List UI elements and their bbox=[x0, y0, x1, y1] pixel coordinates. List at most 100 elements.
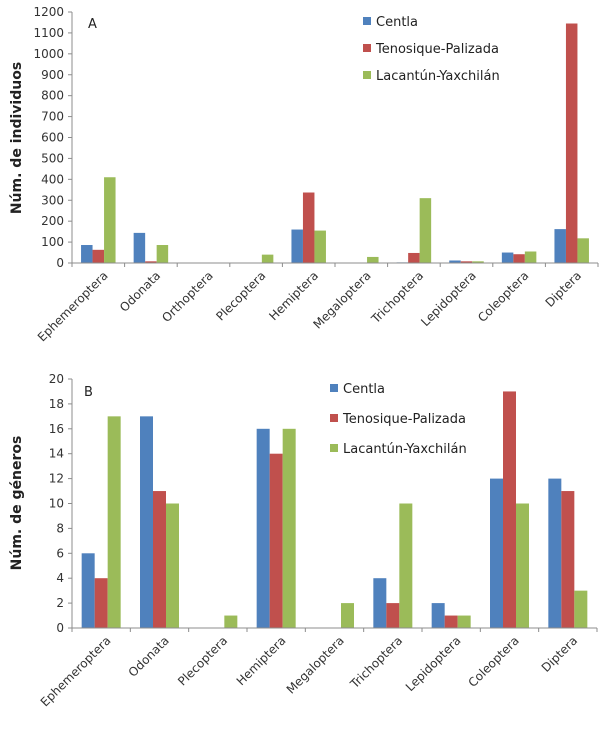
x-tick-label: Ephemeroptera bbox=[35, 268, 111, 344]
y-tick-label: 1200 bbox=[33, 5, 64, 19]
y-tick-label: 400 bbox=[41, 172, 64, 186]
bar-tenosique-palizada-odonata bbox=[145, 261, 157, 263]
chart-b-bars bbox=[81, 391, 588, 628]
y-tick-label: 600 bbox=[41, 131, 64, 145]
bar-lacant-n-yaxchil-n-megaloptera bbox=[367, 256, 379, 263]
bar-lacant-n-yaxchil-n-plecoptera bbox=[261, 254, 274, 263]
legend-label: Tenosique-Palizada bbox=[342, 412, 466, 427]
y-tick-label: 300 bbox=[41, 193, 64, 207]
y-tick-label: 700 bbox=[41, 110, 64, 124]
bar-tenosique-palizada-lepidoptera bbox=[460, 261, 473, 263]
bar-centla-trichoptera bbox=[373, 578, 387, 628]
legend-item: Centla bbox=[363, 15, 418, 30]
y-tick-label: 200 bbox=[41, 214, 64, 228]
y-tick-label: 6 bbox=[56, 546, 64, 560]
bar-centla-hemiptera bbox=[256, 428, 270, 628]
legend-swatch bbox=[363, 17, 371, 25]
chart-a-bars bbox=[81, 23, 589, 264]
chart-b-panel-letter: B bbox=[84, 385, 93, 400]
y-tick-label: 12 bbox=[49, 472, 64, 486]
bar-tenosique-palizada-coleoptera bbox=[503, 391, 516, 628]
y-tick-label: 1000 bbox=[33, 47, 64, 61]
bar-lacant-n-yaxchil-n-hemiptera bbox=[282, 428, 296, 628]
bar-tenosique-palizada-lepidoptera bbox=[444, 615, 458, 628]
legend-item: Lacantún-Yaxchilán bbox=[363, 69, 500, 84]
chart-a-y-axis: 0 100 200 300 400 500 600 700 800 900 1000 1100 1200 bbox=[33, 5, 73, 270]
y-tick-label: 14 bbox=[49, 447, 64, 461]
bar-tenosique-palizada-hemiptera bbox=[302, 192, 315, 263]
bar-tenosique-palizada-trichoptera bbox=[408, 252, 420, 263]
legend-label: Lacantún-Yaxchilán bbox=[376, 69, 500, 84]
legend-swatch bbox=[363, 71, 371, 79]
bar-centla-ephemeroptera bbox=[81, 553, 95, 628]
bar-lacant-n-yaxchil-n-trichoptera bbox=[419, 198, 432, 263]
bar-centla-diptera bbox=[548, 478, 562, 628]
chart-b-legend: Centla Tenosique-Palizada Lacantún-Yaxchil… bbox=[330, 382, 467, 457]
legend-label: Centla bbox=[376, 15, 418, 30]
bar-lacant-n-yaxchil-n-trichoptera bbox=[399, 503, 413, 628]
legend-swatch bbox=[330, 414, 338, 422]
y-tick-label: 4 bbox=[56, 571, 64, 585]
legend-swatch bbox=[330, 444, 338, 452]
chart-b-y-axis: 0 2 4 6 8 10 12 14 16 18 20 bbox=[49, 372, 73, 635]
legend-label: Lacantún-Yaxchilán bbox=[343, 442, 467, 457]
bar-lacant-n-yaxchil-n-ephemeroptera bbox=[107, 416, 121, 628]
y-tick-label: 16 bbox=[49, 422, 64, 436]
bar-lacant-n-yaxchil-n-plecoptera bbox=[224, 615, 238, 628]
legend-item: Tenosique-Palizada bbox=[330, 412, 466, 427]
bar-tenosique-palizada-diptera bbox=[561, 491, 575, 628]
x-tick-label: Plecoptera bbox=[213, 268, 268, 323]
bar-lacant-n-yaxchil-n-odonata bbox=[156, 245, 169, 263]
x-tick-label: Orthoptera bbox=[159, 268, 216, 325]
legend-item: Centla bbox=[330, 382, 385, 397]
bar-lacant-n-yaxchil-n-coleoptera bbox=[516, 503, 529, 628]
legend-label: Centla bbox=[343, 382, 385, 397]
bar-lacant-n-yaxchil-n-lepidoptera bbox=[472, 261, 484, 263]
y-tick-label: 500 bbox=[41, 151, 64, 165]
legend-item: Tenosique-Palizada bbox=[363, 42, 499, 57]
bar-centla-ephemeroptera bbox=[81, 245, 93, 263]
chart-a-x-axis: Ephemeroptera OdonataOrthopteraPlecoptera… bbox=[35, 262, 599, 344]
x-tick-label: Hemiptera bbox=[234, 633, 289, 688]
bar-centla-diptera bbox=[554, 229, 566, 263]
chart-a-panel-letter: A bbox=[88, 17, 97, 32]
legend-label: Tenosique-Palizada bbox=[375, 42, 499, 57]
chart-b: Núm. de géneros B 0 2 4 6 8 10 12 14 16 18 20 Ephe… bbox=[9, 372, 598, 709]
bar-centla-odonata bbox=[140, 416, 153, 628]
bar-centla-lepidoptera bbox=[431, 603, 445, 628]
y-tick-label: 10 bbox=[49, 497, 64, 511]
bar-centla-coleoptera bbox=[501, 252, 514, 263]
x-tick-label: Lepidoptera bbox=[418, 268, 479, 329]
bar-centla-lepidoptera bbox=[449, 260, 461, 263]
x-tick-label: Trichoptera bbox=[347, 633, 405, 691]
x-tick-label: Odonata bbox=[117, 268, 163, 314]
x-tick-label: Coleoptera bbox=[465, 633, 521, 689]
x-tick-label: Lepidoptera bbox=[403, 633, 464, 694]
y-tick-label: 1100 bbox=[33, 26, 64, 40]
x-tick-label: Trichoptera bbox=[368, 268, 426, 326]
bar-lacant-n-yaxchil-n-ephemeroptera bbox=[104, 177, 116, 263]
x-tick-label: Ephemeroptera bbox=[38, 633, 114, 709]
legend-swatch bbox=[363, 44, 371, 52]
bar-tenosique-palizada-odonata bbox=[153, 491, 166, 628]
bar-lacant-n-yaxchil-n-diptera bbox=[574, 590, 588, 628]
x-tick-label: Coleoptera bbox=[475, 268, 531, 324]
y-tick-label: 800 bbox=[41, 89, 64, 103]
bar-tenosique-palizada-trichoptera bbox=[386, 603, 400, 628]
x-tick-label: Megaloptera bbox=[284, 633, 347, 696]
y-tick-label: 0 bbox=[56, 621, 64, 635]
bar-tenosique-palizada-hemiptera bbox=[269, 453, 283, 628]
chart-a-y-axis-title: Núm. de individuos bbox=[9, 62, 25, 214]
chart-b-y-axis-title: Núm. de géneros bbox=[9, 436, 25, 571]
legend-item: Lacantún-Yaxchilán bbox=[330, 442, 467, 457]
bar-tenosique-palizada-diptera bbox=[565, 23, 578, 263]
chart-b-x-axis: Ephemeroptera Odonata Plecoptera HemipteraM… bbox=[38, 627, 598, 709]
bar-lacant-n-yaxchil-n-odonata bbox=[166, 503, 179, 628]
chart-a-legend: Centla Tenosique-Palizada Lacantún-Yaxchil… bbox=[363, 15, 500, 84]
bar-tenosique-palizada-coleoptera bbox=[513, 254, 525, 263]
bar-lacant-n-yaxchil-n-lepidoptera bbox=[457, 615, 471, 628]
bar-tenosique-palizada-ephemeroptera bbox=[92, 249, 105, 263]
bar-lacant-n-yaxchil-n-megaloptera bbox=[341, 603, 354, 628]
y-tick-label: 2 bbox=[56, 596, 64, 610]
y-tick-label: 20 bbox=[49, 372, 64, 386]
